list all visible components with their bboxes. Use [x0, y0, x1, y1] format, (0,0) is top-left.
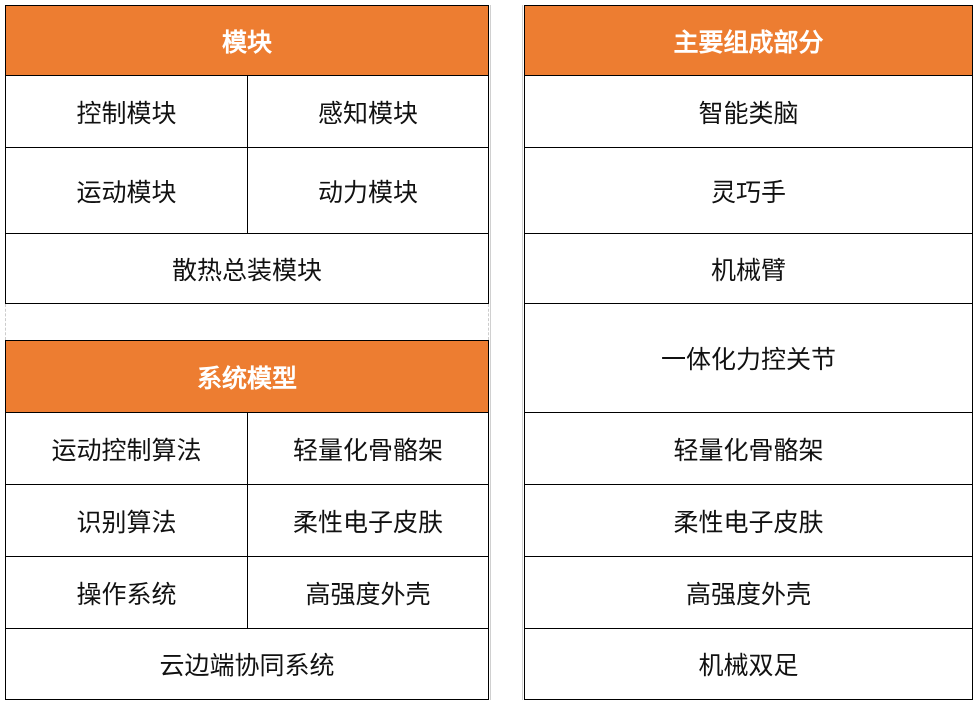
system-cell: 高强度外壳	[247, 556, 489, 629]
component-cell: 机械双足	[524, 628, 973, 700]
system-cell: 云边端协同系统	[5, 628, 489, 700]
modules-header: 模块	[5, 5, 489, 76]
module-cell: 动力模块	[247, 147, 489, 234]
component-cell: 柔性电子皮肤	[524, 484, 973, 557]
component-cell: 智能类脑	[524, 75, 973, 148]
system-models-header: 系统模型	[5, 340, 489, 413]
module-cell: 运动模块	[5, 147, 248, 234]
component-cell: 一体化力控关节	[524, 303, 973, 413]
system-cell: 识别算法	[5, 484, 248, 557]
component-cell: 灵巧手	[524, 147, 973, 234]
system-cell: 柔性电子皮肤	[247, 484, 489, 557]
module-cell: 感知模块	[247, 75, 489, 148]
spacer	[5, 304, 489, 340]
component-cell: 高强度外壳	[524, 556, 973, 629]
component-cell: 轻量化骨骼架	[524, 412, 973, 485]
component-cell: 机械臂	[524, 233, 973, 304]
divider	[490, 5, 491, 700]
system-cell: 运动控制算法	[5, 412, 248, 485]
module-cell: 散热总装模块	[5, 233, 489, 304]
module-cell: 控制模块	[5, 75, 248, 148]
system-cell: 操作系统	[5, 556, 248, 629]
system-cell: 轻量化骨骼架	[247, 412, 489, 485]
divider	[522, 5, 523, 700]
components-header: 主要组成部分	[524, 5, 973, 76]
